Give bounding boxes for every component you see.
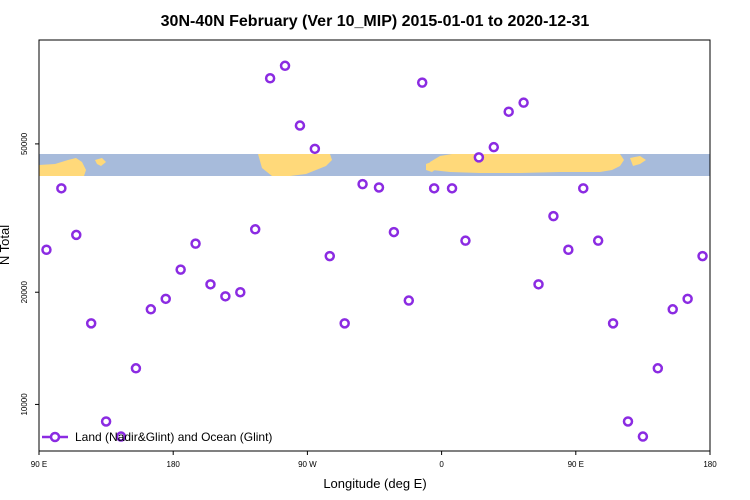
x-axis-label: Longitude (deg E) (323, 476, 426, 491)
data-point (548, 210, 559, 222)
x-tick-label: 180 (703, 460, 717, 469)
plot-area (38, 39, 711, 452)
data-point (235, 286, 246, 298)
data-point (460, 235, 471, 246)
data-point (41, 244, 52, 256)
data-point (403, 295, 415, 306)
data-point (373, 182, 385, 193)
legend-marker (49, 431, 61, 443)
data-point (175, 264, 186, 275)
data-point (488, 141, 500, 153)
data-point (518, 97, 529, 108)
chart-title: 30N-40N February (Ver 10_MIP) 2015-01-01… (161, 13, 590, 30)
data-point (388, 226, 400, 238)
data-point (503, 106, 514, 117)
x-tick-label: 90 E (568, 460, 584, 469)
data-point (71, 229, 82, 241)
land-iberia (426, 160, 440, 172)
data-point (56, 183, 67, 194)
series-points (41, 60, 708, 442)
data-point (85, 318, 97, 329)
data-point (309, 143, 321, 155)
data-point (264, 73, 276, 84)
data-point (682, 293, 693, 305)
data-point (100, 416, 112, 427)
land-north-america (258, 154, 332, 176)
data-point (637, 431, 649, 442)
data-point (160, 293, 171, 305)
data-point (622, 416, 634, 427)
data-point (324, 250, 336, 262)
data-point (190, 238, 201, 249)
data-point (357, 178, 368, 190)
land-japan-west (95, 158, 106, 166)
legend: Land (Nadir&Glint) and Ocean (Glint) (42, 430, 272, 444)
data-point (652, 363, 664, 374)
world-map-strip (39, 154, 710, 176)
land-eurasia-africa (430, 154, 624, 173)
x-tick-label: 90 E (31, 460, 47, 469)
x-tick-label: 90 W (298, 460, 317, 469)
data-point (697, 250, 708, 262)
x-axis: 90 E 180 90 W 0 90 E 180 (31, 451, 717, 469)
y-tick-label: 20000 (20, 281, 29, 304)
data-point (416, 77, 428, 88)
data-point (446, 183, 458, 194)
land-asia-west (39, 158, 86, 176)
data-point (294, 120, 306, 131)
data-point (607, 318, 619, 329)
data-point (115, 431, 127, 442)
land-japan-east (630, 156, 646, 166)
data-point (249, 224, 261, 235)
data-point (563, 244, 574, 256)
data-point (667, 304, 678, 315)
data-point (578, 183, 589, 194)
legend-label: Land (Nadir&Glint) and Ocean (Glint) (75, 430, 272, 444)
x-tick-label: 180 (167, 460, 181, 469)
data-point (339, 318, 350, 329)
data-point (130, 363, 142, 374)
data-point (220, 291, 231, 302)
data-point (205, 279, 216, 290)
data-point (533, 279, 544, 290)
x-tick-label: 0 (439, 460, 444, 469)
y-axis-label: N Total (0, 225, 12, 265)
data-point (473, 152, 485, 163)
data-point (592, 235, 604, 246)
data-point (279, 60, 291, 72)
y-tick-label: 50000 (20, 132, 29, 155)
data-point (145, 304, 157, 315)
y-tick-label: 10000 (20, 393, 29, 416)
data-point (428, 183, 440, 194)
y-axis: 10000 20000 50000 (20, 132, 39, 416)
